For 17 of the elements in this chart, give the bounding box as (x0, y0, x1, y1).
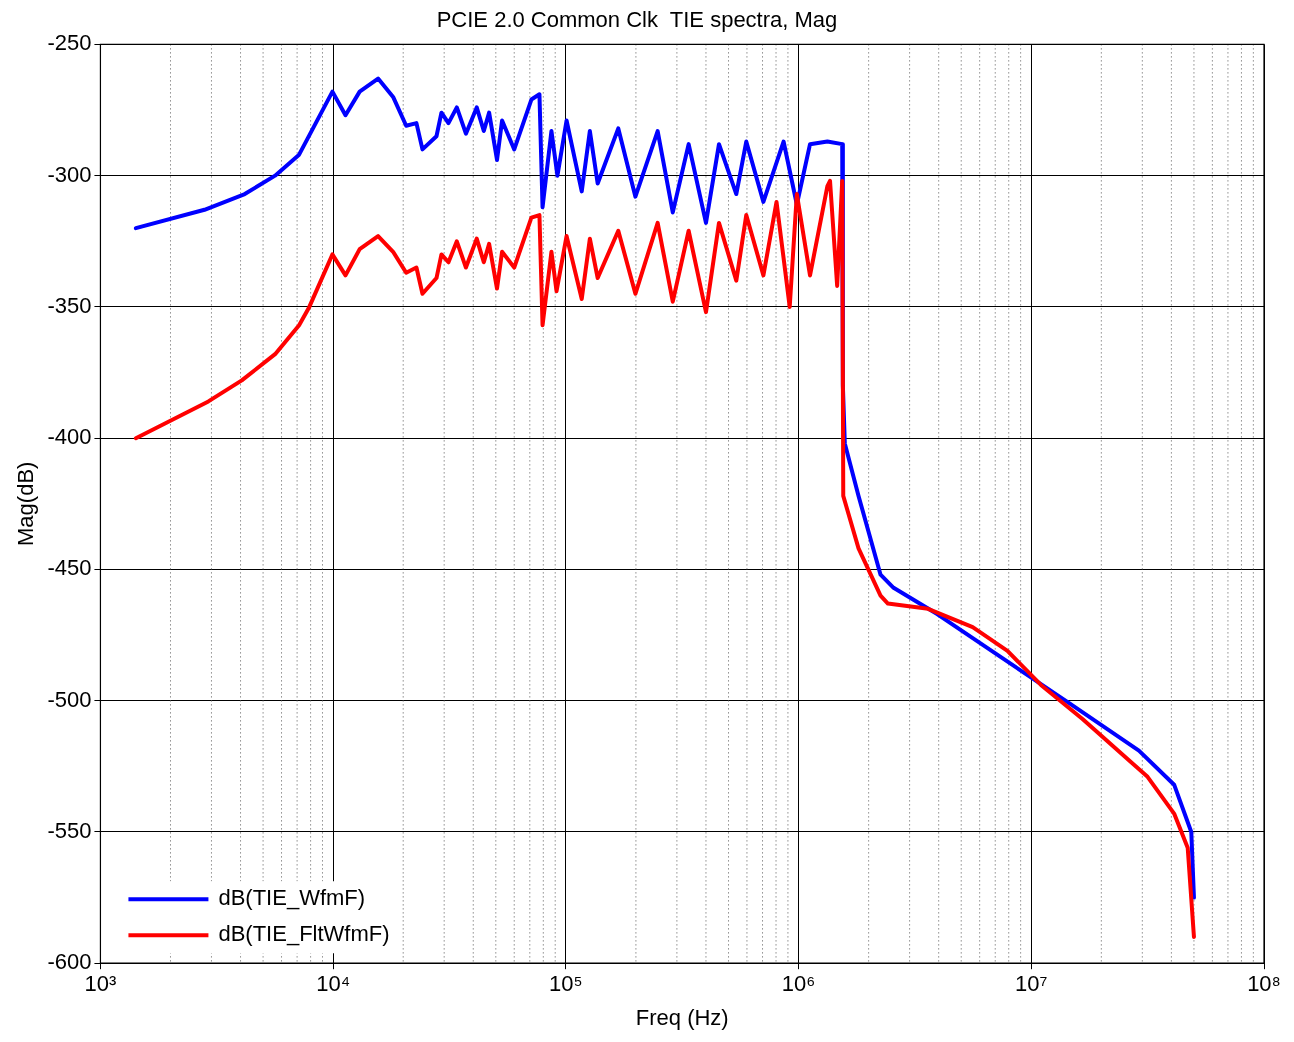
x-tick-label: 10⁴ (316, 971, 351, 997)
y-axis-title: Mag(dB) (13, 461, 39, 546)
y-tick-label: -400 (47, 424, 92, 450)
x-tick-label: 10⁷ (1015, 971, 1048, 997)
y-tick-label: -250 (47, 30, 92, 56)
x-tick-label: 10⁵ (549, 971, 583, 997)
y-tick-label: -300 (47, 161, 92, 187)
x-tick-label: 10⁶ (781, 971, 816, 997)
legend-label: dB(TIE_FltWfmF) (218, 921, 390, 947)
y-tick-label: -500 (47, 686, 92, 712)
legend-label: dB(TIE_WfmF) (218, 885, 366, 911)
y-tick-label: -450 (47, 555, 92, 581)
y-tick-label: -350 (47, 292, 92, 318)
x-tick-label: 10⁸ (1247, 971, 1281, 997)
y-tick-label: -550 (47, 818, 92, 844)
x-axis-title: Freq (Hz) (635, 1004, 729, 1030)
chart-title: PCIE 2.0 Common Clk TIE spectra, Mag (436, 7, 838, 33)
